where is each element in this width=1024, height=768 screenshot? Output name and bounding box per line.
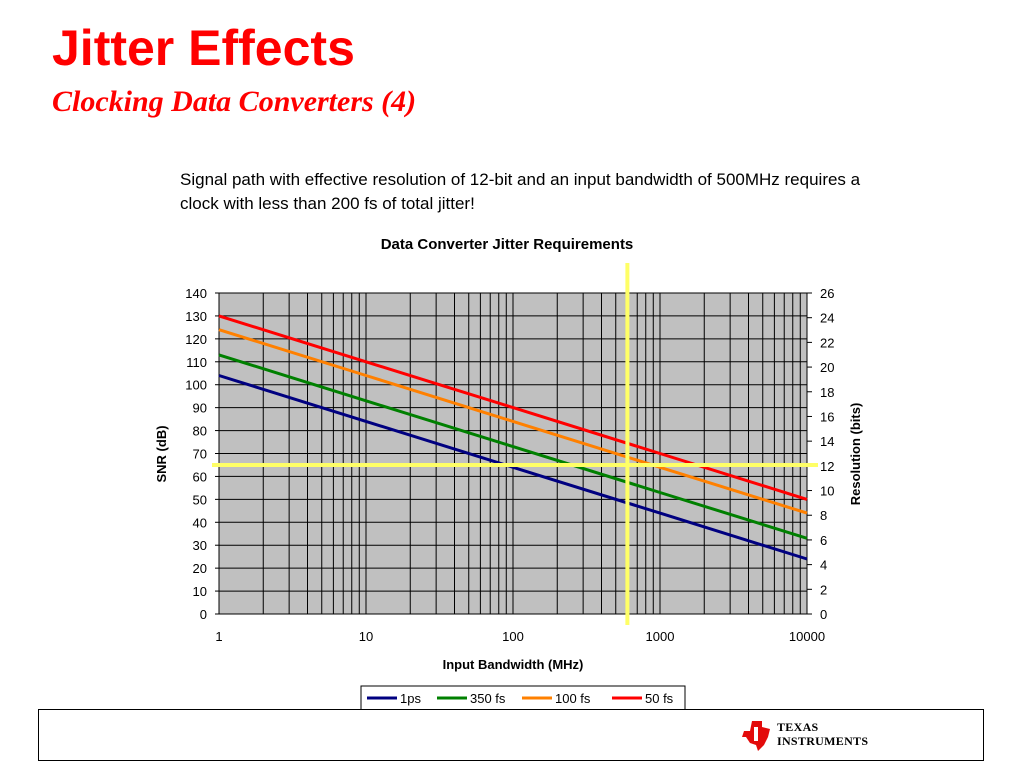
y-tick-label: 50 xyxy=(193,492,207,507)
slide-title: Jitter Effects xyxy=(52,20,355,76)
axis-ticks: 0102030405060708090100110120130140024681… xyxy=(185,286,834,644)
y2-tick-label: 12 xyxy=(820,459,834,474)
logo-line-1: TEXAS xyxy=(777,720,819,734)
series-line xyxy=(218,353,808,540)
x-tick-label: 1000 xyxy=(646,629,675,644)
chart-title: Data Converter Jitter Requirements xyxy=(381,236,634,253)
y2-tick-label: 10 xyxy=(820,484,834,499)
y2-tick-label: 14 xyxy=(820,434,834,449)
y-tick-label: 90 xyxy=(193,401,207,416)
y2-tick-label: 20 xyxy=(820,360,834,375)
slide-description: Signal path with effective resolution of… xyxy=(180,170,861,213)
y2-tick-label: 24 xyxy=(820,311,834,326)
y-tick-label: 100 xyxy=(185,378,207,393)
ti-logo-icon xyxy=(742,721,770,751)
annotation-lines xyxy=(212,263,818,625)
y2-tick-label: 6 xyxy=(820,533,827,548)
x-tick-label: 10000 xyxy=(789,629,825,644)
logo-line-2: INSTRUMENTS xyxy=(777,734,869,748)
y-tick-label: 0 xyxy=(200,607,207,622)
y-tick-label: 110 xyxy=(186,355,207,370)
y-tick-label: 30 xyxy=(193,538,207,553)
y-tick-label: 80 xyxy=(193,424,207,439)
y2-tick-label: 16 xyxy=(820,409,834,424)
y2-tick-label: 0 xyxy=(820,607,827,622)
legend: 1ps 350 fs 100 fs 50 fs xyxy=(360,685,686,711)
slide-subtitle: Clocking Data Converters (4) xyxy=(52,85,417,118)
y2-tick-label: 4 xyxy=(820,558,827,573)
legend-label: 50 fs xyxy=(645,691,674,706)
ti-logo-wordmark: TEXAS INSTRUMENTS xyxy=(777,720,868,748)
footer-box xyxy=(38,709,984,761)
x-tick-label: 1 xyxy=(215,629,222,644)
y2-tick-label: 18 xyxy=(820,385,834,400)
y-tick-label: 20 xyxy=(193,561,207,576)
series-lines xyxy=(218,314,808,561)
series-line xyxy=(218,374,808,561)
y2-tick-label: 8 xyxy=(820,508,827,523)
y-tick-label: 40 xyxy=(193,515,207,530)
series-line xyxy=(218,314,808,501)
y-tick-label: 120 xyxy=(185,332,207,347)
x-axis-label: Input Bandwidth (MHz) xyxy=(443,657,584,672)
y2-tick-label: 22 xyxy=(820,335,834,350)
y-tick-label: 10 xyxy=(193,584,207,599)
x-tick-label: 100 xyxy=(502,629,524,644)
series-line xyxy=(218,328,808,515)
ti-logo-mark-detail xyxy=(754,727,758,741)
x-tick-label: 10 xyxy=(359,629,373,644)
y2-axis-label: Resolution (bits) xyxy=(848,403,863,506)
legend-label: 100 fs xyxy=(555,691,591,706)
y-tick-label: 70 xyxy=(193,447,207,462)
legend-label: 1ps xyxy=(400,691,421,706)
y-axis-label: SNR (dB) xyxy=(154,425,169,482)
y-tick-label: 140 xyxy=(185,286,207,301)
y2-tick-label: 2 xyxy=(820,582,827,597)
legend-label: 350 fs xyxy=(470,691,506,706)
y2-tick-label: 26 xyxy=(820,286,834,301)
y-tick-label: 130 xyxy=(185,309,207,324)
y-tick-label: 60 xyxy=(193,469,207,484)
